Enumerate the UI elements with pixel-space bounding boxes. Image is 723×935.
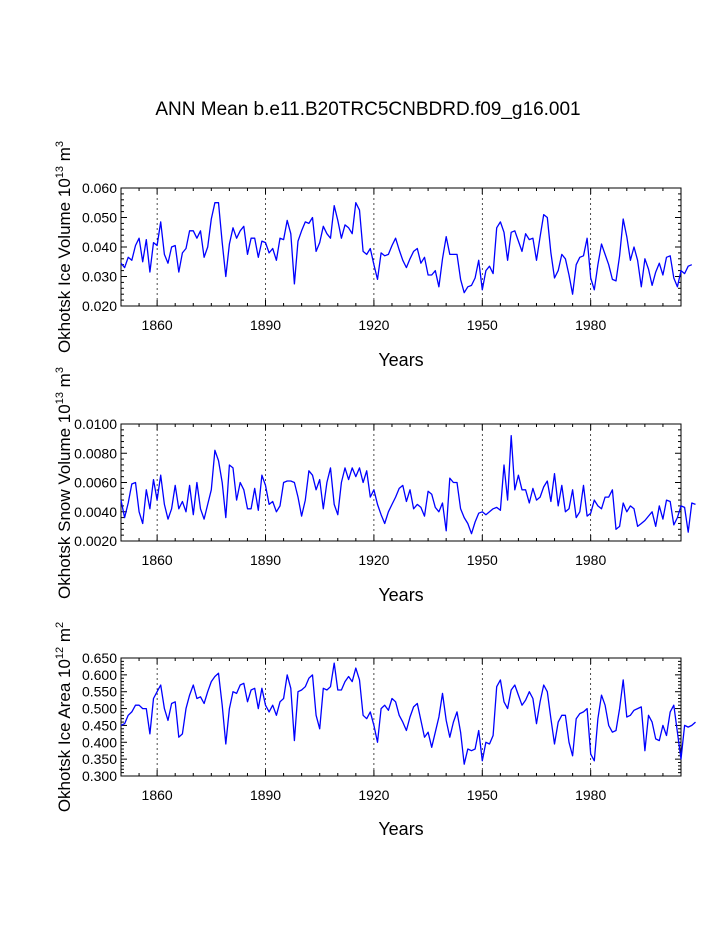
y-tick-label: 0.0040 <box>74 504 117 520</box>
y-tick-label: 0.350 <box>82 751 117 767</box>
series-line <box>120 662 696 765</box>
x-tick-label: 1920 <box>358 317 389 333</box>
x-tick-label: 1920 <box>358 552 389 568</box>
panel-ice-volume: 1860 1890 1920 1950 1980 0.020 0.030 0.040 0.050… <box>54 141 693 370</box>
y-tick-label: 0.0080 <box>74 445 117 461</box>
x-tick-label: 1890 <box>250 552 281 568</box>
panel-ice-area: 1860 1890 1920 1950 1980 0.3000.3500.4000.450… <box>54 622 696 839</box>
x-tick-label: 1950 <box>467 317 498 333</box>
y-tick-label: 0.550 <box>82 684 117 700</box>
panel-snow-volume: 1860 1890 1920 1950 1980 0.0020 0.0040 0.0060 0.… <box>54 367 696 605</box>
x-axis-label: Years <box>378 350 423 370</box>
y-tick-label: 0.060 <box>82 180 117 196</box>
plot-frame <box>120 657 682 777</box>
x-tick-label: 1980 <box>575 552 606 568</box>
x-tick-label: 1950 <box>467 552 498 568</box>
x-tick-label: 1890 <box>250 787 281 803</box>
y-axis-label: Okhotsk Snow Volume 1013 m3 <box>54 367 74 599</box>
y-tick-label: 0.020 <box>82 298 117 314</box>
x-tick-label: 1860 <box>142 317 173 333</box>
x-tick-label: 1860 <box>142 552 173 568</box>
x-axis-label: Years <box>378 819 423 839</box>
x-axis-label: Years <box>378 585 423 605</box>
y-tick-label: 0.0060 <box>74 475 117 491</box>
y-tick-label: 0.500 <box>82 701 117 717</box>
y-tick-label: 0.650 <box>82 650 117 666</box>
plot-frame <box>120 187 682 307</box>
y-tick-label: 0.300 <box>82 768 117 784</box>
x-tick-label: 1980 <box>575 787 606 803</box>
y-tick-label: 0.030 <box>82 269 117 285</box>
y-axis-label: Okhotsk Ice Area 1012 m2 <box>54 622 74 812</box>
series-line <box>120 202 693 295</box>
y-tick-label: 0.0020 <box>74 533 117 549</box>
x-tick-label: 1920 <box>358 787 389 803</box>
series-line <box>120 435 696 535</box>
y-tick-label: 0.0100 <box>74 416 117 432</box>
x-tick-label: 1950 <box>467 787 498 803</box>
y-tick-label: 0.600 <box>82 667 117 683</box>
y-tick-label: 0.040 <box>82 239 117 255</box>
y-tick-label: 0.450 <box>82 717 117 733</box>
y-tick-label: 0.050 <box>82 210 117 226</box>
x-tick-label: 1980 <box>575 317 606 333</box>
x-tick-label: 1890 <box>250 317 281 333</box>
x-tick-label: 1860 <box>142 787 173 803</box>
figure-title: ANN Mean b.e11.B20TRC5CNBDRD.f09_g16.001 <box>155 99 580 120</box>
y-tick-label: 0.400 <box>82 734 117 750</box>
y-axis-label: Okhotsk Ice Volume 1013 m3 <box>54 141 74 353</box>
plot-frame <box>120 423 682 542</box>
